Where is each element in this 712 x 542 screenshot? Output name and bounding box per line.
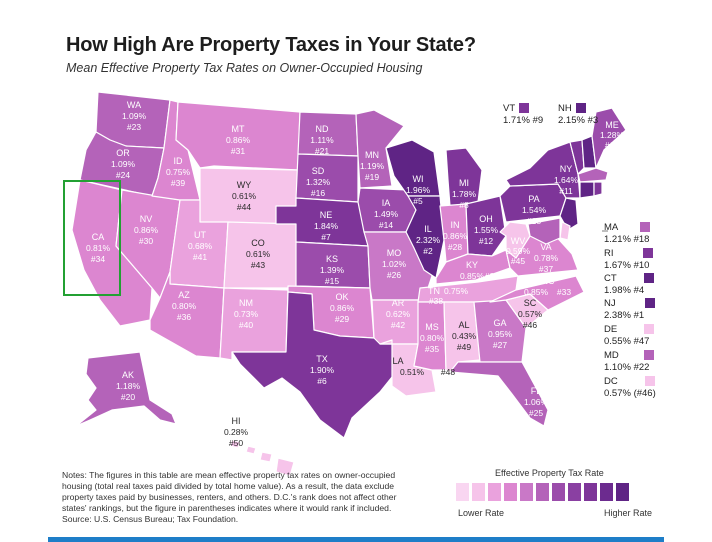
label-ne: NE 1.84% #7 [314, 210, 339, 242]
map-subtitle: Mean Effective Property Tax Rates on Own… [66, 61, 423, 75]
state-ak [75, 351, 177, 427]
callout-nh: NH 2.15% #3 [558, 103, 599, 126]
label-il: IL 2.32% #2 [416, 224, 441, 256]
state-ma [577, 167, 609, 183]
legend-cell-2 [472, 483, 485, 501]
label-wa: WA 1.09% #23 [122, 100, 147, 132]
label-ok: OK 0.86% #29 [330, 292, 355, 324]
state-fl [449, 361, 549, 427]
california-highlight-box [63, 180, 121, 296]
label-mo: MO 1.02% #26 [382, 248, 407, 280]
legend-low-label: Lower Rate [458, 508, 505, 518]
legend-scale [456, 483, 629, 501]
label-oh: OH 1.55% #12 [474, 214, 499, 246]
legend-cell-7 [552, 483, 565, 501]
label-ms: MS 0.80% #35 [420, 322, 445, 354]
state-nj [559, 197, 579, 231]
callout-ri: RI 1.67% #10 [604, 248, 664, 272]
legend-cell-5 [520, 483, 533, 501]
callout-ct: CT 1.98% #4 [604, 273, 664, 297]
state-md [527, 217, 561, 245]
notes-text: Notes: The figures in this table are mea… [62, 470, 397, 513]
legend-cell-4 [504, 483, 517, 501]
label-ar: AR 0.62% #42 [386, 298, 411, 330]
swatch-ma [640, 222, 651, 233]
state-ct [579, 181, 595, 199]
legend-cell-11 [616, 483, 629, 501]
swatch-ct [643, 273, 654, 284]
label-hi: HI 0.28% #50 [224, 416, 249, 448]
label-va: VA 0.78% #37 [534, 242, 559, 274]
callout-nj: NJ 2.38% #1 [604, 298, 664, 322]
label-ga: GA 0.95% #27 [488, 318, 513, 350]
label-nc: NC 0.85% #33 [524, 276, 571, 297]
label-ia: IA 1.49% #14 [374, 198, 399, 230]
state-nm [219, 287, 289, 361]
label-pa: PA 1.54% #13 [522, 194, 547, 226]
label-tn: TN 0.75% #38 [428, 286, 468, 306]
label-or: OR 1.09% #24 [111, 148, 136, 180]
label-in: IN 0.86% #28 [443, 220, 468, 252]
label-az: AZ 0.80% #36 [172, 290, 197, 322]
legend-cell-9 [584, 483, 597, 501]
label-ks: KS 1.39% #15 [320, 254, 345, 286]
legend-cell-1 [456, 483, 469, 501]
label-id: ID 0.75% #39 [166, 156, 191, 188]
label-nm: NM 0.73% #40 [234, 298, 259, 330]
label-nv: NV 0.86% #30 [134, 214, 159, 246]
label-wy: WY 0.61% #44 [232, 180, 257, 212]
state-ny [505, 141, 581, 199]
legend-cell-6 [536, 483, 549, 501]
label-mn: MN 1.19% #19 [360, 150, 385, 182]
state-oh [465, 195, 507, 257]
swatch-ri [642, 248, 653, 259]
label-sc: SC 0.57% #46 [518, 298, 543, 330]
callout-dc: DC 0.57% (#46) [604, 376, 656, 399]
state-mn [355, 109, 405, 189]
swatch-dc [644, 376, 655, 387]
swatch-vt [519, 103, 530, 114]
swatch-nj [644, 298, 655, 309]
callout-md: MD 1.10% #22 [604, 350, 664, 374]
label-co: CO 0.61% #43 [246, 238, 271, 270]
label-al: AL 0.43% #49 [452, 320, 477, 352]
label-ny: NY 1.64% #11 [554, 164, 579, 196]
label-ak: AK 1.18% #20 [116, 370, 141, 402]
label-me: ME 1.28% #17 [600, 120, 625, 150]
label-mt: MT 0.86% #31 [226, 124, 251, 156]
callout-ma: MA 1.21% #18 [604, 222, 651, 245]
legend-high-label: Higher Rate [604, 508, 653, 518]
notes: Notes: The figures in this table are mea… [62, 470, 422, 525]
label-fl: FL 1.06% #25 [524, 386, 549, 418]
swatch-md [643, 350, 654, 361]
source-text: Source: U.S. Census Bureau; Tax Foundati… [62, 514, 239, 524]
state-ri [593, 181, 603, 197]
label-wv: WV 0.59% #45 [506, 236, 531, 266]
map-title: How High Are Property Taxes in Your Stat… [66, 34, 476, 56]
label-la: LA 0.51% #48 [392, 356, 455, 377]
label-mi: MI 1.78% #8 [452, 178, 477, 210]
label-ky: KY 0.85%#32 [460, 260, 499, 281]
label-tx: TX 1.90% #6 [310, 354, 335, 386]
label-nd: ND 1.11% #21 [310, 124, 334, 156]
state-wv [499, 221, 531, 259]
state-tx [231, 291, 397, 439]
swatch-nh [575, 103, 586, 114]
label-ca: CA 0.81% #34 [86, 232, 111, 264]
label-sd: SD 1.32% #16 [306, 166, 331, 198]
callout-de: DE 0.55% #47 [604, 324, 664, 348]
state-hi [229, 439, 295, 477]
label-ut: UT 0.68% #41 [188, 230, 213, 262]
bottom-rule [48, 537, 664, 542]
legend-cell-8 [568, 483, 581, 501]
label-wi: WI 1.96% #5 [406, 174, 431, 206]
swatch-de [644, 324, 655, 335]
legend-title: Effective Property Tax Rate [495, 468, 604, 478]
legend-cell-10 [600, 483, 613, 501]
state-nc [489, 275, 585, 311]
callout-vt: VT 1.71% #9 [503, 103, 544, 126]
legend-cell-3 [488, 483, 501, 501]
state-de [559, 221, 571, 241]
